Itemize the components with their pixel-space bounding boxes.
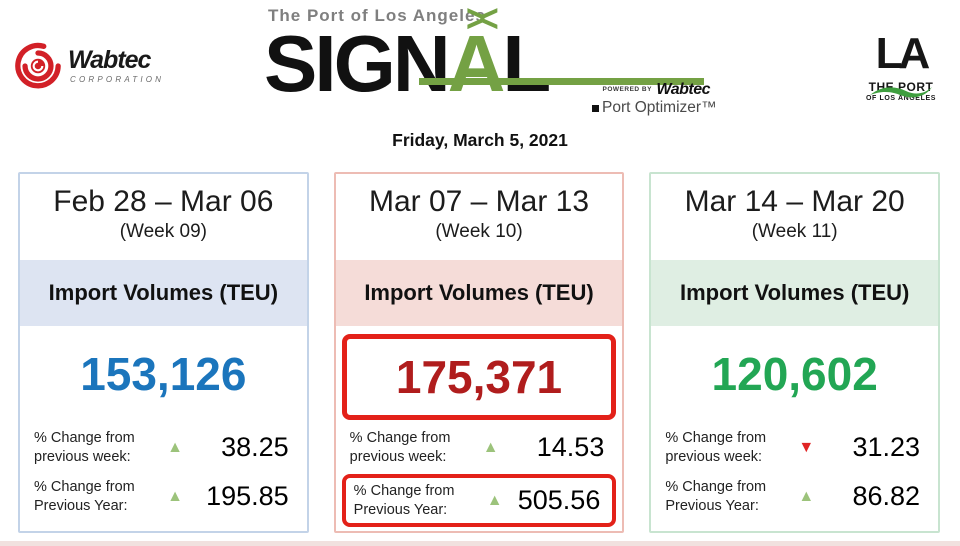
- up-arrow-icon: ▲: [486, 491, 503, 509]
- up-arrow-icon: ▲: [167, 487, 183, 505]
- powered-by-line: POWERED BY Wabtec: [592, 81, 711, 98]
- change-label-line2: previous week:: [665, 448, 763, 465]
- up-arrow-icon: ▲: [798, 487, 815, 505]
- change-prev-week-row: % Change from previous week: ▼ 31.23: [665, 424, 924, 471]
- change-label-line1: % Change from: [665, 478, 767, 495]
- change-prev-week-row: % Change from previous week: ▲ 14.53: [350, 424, 609, 471]
- report-date: Friday, March 5, 2021: [392, 130, 568, 150]
- signal-tagline: The Port of Los Angeles: [268, 6, 486, 25]
- change-label: % Change from previous week:: [34, 429, 152, 467]
- wabtec-corporation-label: CORPORATION: [70, 75, 165, 84]
- import-volume-value: 120,602: [711, 348, 878, 400]
- change-label-line1: % Change from: [34, 478, 135, 495]
- la-wave-icon: [870, 87, 932, 98]
- change-value: 31.23: [852, 432, 921, 462]
- change-rows: % Change from previous week: ▲ 14.53 % Ch…: [336, 424, 623, 527]
- change-label-line1: % Change from: [665, 429, 767, 446]
- wabtec-logo-text: Wabtec CORPORATION: [68, 46, 165, 85]
- card-date-range: Mar 07 – Mar 13: [368, 185, 590, 218]
- change-label-line2: Previous Year:: [665, 497, 759, 514]
- week-card-11: Mar 14 – Mar 20 (Week 11) Import Volumes…: [649, 172, 941, 533]
- change-rows: % Change from previous week: ▲ 38.25 % Ch…: [20, 424, 307, 520]
- card-week-label: (Week 10): [435, 221, 523, 242]
- signal-word-start: SIGN: [264, 19, 451, 108]
- wabtec-swirl-icon: [15, 42, 61, 89]
- change-label-line2: previous week:: [349, 448, 447, 465]
- signal-wordmark: SIGNAL: [264, 24, 551, 104]
- card-week-label: (Week 09): [119, 221, 207, 242]
- header: Wabtec CORPORATION The Port of Los Angel…: [0, 0, 960, 160]
- change-label-line2: Previous Year:: [34, 497, 128, 514]
- up-arrow-icon: ▲: [167, 438, 183, 456]
- card-date-range: Mar 14 – Mar 20: [684, 185, 905, 218]
- la-of-los-angeles-label: OF LOS ANGELES: [866, 95, 936, 102]
- square-bullet-icon: [592, 105, 599, 112]
- port-optimizer-label: Port Optimizer™: [592, 99, 717, 117]
- week-cards: Feb 28 – Mar 06 (Week 09) Import Volumes…: [18, 172, 941, 533]
- change-label: % Change from Previous Year:: [354, 482, 472, 520]
- powered-by-block: POWERED BY Wabtec Port Optimizer™: [592, 81, 717, 117]
- powered-brand: Wabtec: [656, 81, 710, 98]
- change-value: 14.53: [536, 432, 605, 462]
- change-label: % Change from previous week:: [665, 429, 783, 467]
- volume-area: 120,602: [651, 326, 938, 422]
- volume-area: 153,126: [20, 326, 307, 422]
- change-prev-year-row: % Change from Previous Year: ▲ 505.56: [354, 478, 605, 523]
- highlight-box: % Change from Previous Year: ▲ 505.56: [341, 474, 617, 527]
- change-value: 195.85: [206, 481, 289, 511]
- card-date-range: Feb 28 – Mar 06: [53, 185, 274, 218]
- week-card-10: Mar 07 – Mar 13 (Week 10) Import Volumes…: [333, 172, 625, 533]
- change-label-line1: % Change from: [34, 429, 135, 446]
- change-label-line2: previous week:: [34, 448, 131, 465]
- signal-green-bar: [419, 78, 704, 85]
- change-label: % Change from Previous Year:: [34, 478, 152, 516]
- import-volume-value: 175,371: [395, 351, 563, 403]
- signal-word-end: L: [502, 19, 551, 108]
- change-value: 86.82: [852, 481, 921, 511]
- powered-by-label: POWERED BY: [602, 86, 652, 93]
- change-label: % Change from previous week:: [350, 429, 468, 467]
- change-prev-year-row: % Change from Previous Year: ▲ 86.82: [665, 473, 924, 520]
- wabtec-logo: Wabtec CORPORATION: [14, 42, 164, 90]
- import-volumes-band: Import Volumes (TEU): [20, 260, 307, 326]
- la-port-logo: LA THE PORT OF LOS ANGELES: [862, 29, 940, 103]
- highlight-box: 175,371: [341, 334, 617, 420]
- port-optimizer-text: Port Optimizer™: [602, 99, 717, 116]
- card-week-label: (Week 11): [751, 221, 838, 242]
- import-volume-value: 153,126: [80, 348, 247, 400]
- change-prev-week-row: % Change from previous week: ▲ 38.25: [34, 424, 293, 471]
- antenna-x-icon: ><: [466, 0, 499, 41]
- week-card-09: Feb 28 – Mar 06 (Week 09) Import Volumes…: [18, 172, 309, 533]
- change-prev-year-row: % Change from Previous Year: ▲ 195.85: [34, 473, 293, 520]
- bottom-edge-strip: [0, 541, 960, 546]
- up-arrow-icon: ▲: [482, 438, 499, 456]
- change-label-line2: Previous Year:: [353, 501, 448, 518]
- import-volumes-band: Import Volumes (TEU): [651, 260, 939, 326]
- change-label-line1: % Change from: [349, 429, 451, 446]
- signal-green-a: A: [447, 19, 506, 108]
- wabtec-name: Wabtec: [68, 46, 151, 74]
- signal-logo: The Port of Los Angeles SIGNAL >< POWERE…: [264, 0, 717, 126]
- change-value: 505.56: [517, 485, 601, 515]
- change-label: % Change from Previous Year:: [665, 478, 783, 516]
- change-value: 38.25: [221, 432, 289, 462]
- down-arrow-icon: ▼: [798, 438, 815, 456]
- la-monogram: LA: [875, 29, 931, 78]
- change-label-line1: % Change from: [353, 482, 455, 499]
- change-rows: % Change from previous week: ▼ 31.23 % Ch…: [651, 424, 938, 520]
- import-volumes-band: Import Volumes (TEU): [335, 260, 623, 326]
- volume-area: 175,371: [336, 326, 623, 422]
